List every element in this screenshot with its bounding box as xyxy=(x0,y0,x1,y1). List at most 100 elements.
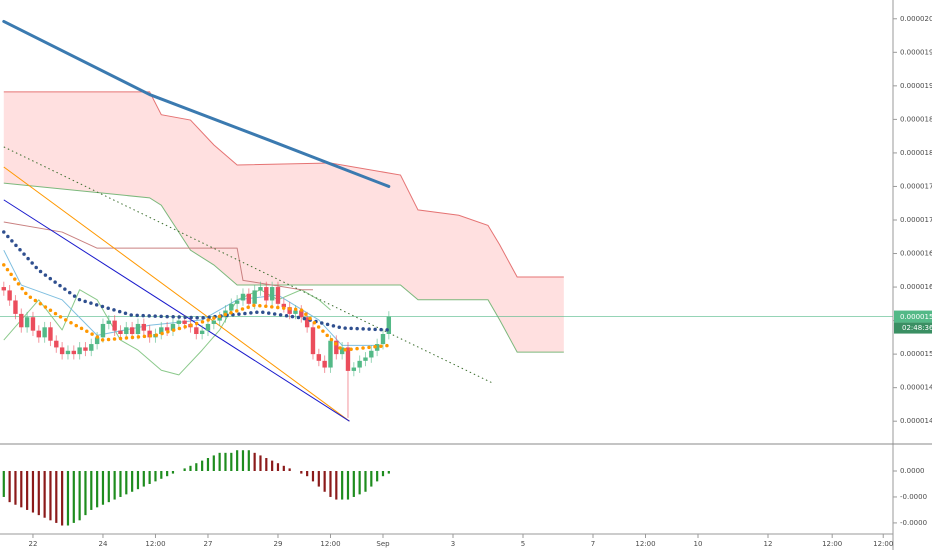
candle-body xyxy=(124,327,129,335)
candle-body xyxy=(147,330,152,338)
y-tick-label: 0.00001750 xyxy=(900,182,932,190)
candle-body xyxy=(42,327,47,338)
candle-body xyxy=(129,327,135,335)
y-tick-label: 0.00001400 xyxy=(900,417,932,425)
candle-body xyxy=(24,317,30,328)
overlay-line xyxy=(3,249,378,346)
candle-body xyxy=(135,323,141,335)
overlay-line xyxy=(2,263,391,352)
candle-body xyxy=(369,350,374,358)
candle-body xyxy=(1,287,6,291)
countdown-box xyxy=(894,322,932,334)
overlay-line xyxy=(3,221,313,291)
candle-body xyxy=(374,344,380,351)
candle-body xyxy=(36,330,41,338)
x-tick-label: 10 xyxy=(694,540,703,548)
candle-body xyxy=(205,323,211,331)
cloud-fill xyxy=(3,91,564,353)
candle-body xyxy=(7,290,12,301)
overlay-line xyxy=(3,289,331,376)
y-tick-label: 0.00001600 xyxy=(900,283,932,291)
x-tick-label: 29 xyxy=(274,540,283,548)
cloud-span-a xyxy=(3,91,564,278)
x-tick-label: 24 xyxy=(99,540,108,548)
y-tick-label: 0.00001650 xyxy=(900,250,932,258)
candle-body xyxy=(380,334,386,345)
candle-body xyxy=(194,327,199,335)
y-tick-label: 0.00001500 xyxy=(900,350,932,358)
candle-body xyxy=(71,350,76,355)
indicator-pane xyxy=(2,450,390,526)
candle-body xyxy=(287,307,292,314)
candle-body xyxy=(48,327,53,341)
x-tick-label: 22 xyxy=(28,540,37,548)
overlay-line xyxy=(3,146,493,384)
y-tick-label: 0.00001450 xyxy=(900,384,932,392)
candle-body xyxy=(94,337,100,345)
candle-body xyxy=(275,287,281,304)
candle-body xyxy=(65,350,71,355)
candle-body xyxy=(264,287,269,301)
y2-tick-label: -0.0000 xyxy=(900,493,927,501)
candle-body xyxy=(77,347,82,355)
y-tick-label: 0.00001850 xyxy=(900,115,932,123)
candle-body xyxy=(269,287,275,301)
overlay-line xyxy=(3,166,350,422)
candle-body xyxy=(316,354,322,361)
candle-body xyxy=(217,317,222,321)
candle-body xyxy=(59,347,65,355)
y-tick-label: 0.00001900 xyxy=(900,82,932,90)
y-tick-label: 0.00002000 xyxy=(900,15,932,23)
overlay-line xyxy=(3,199,350,422)
candle-body xyxy=(363,357,368,361)
x-tick-label: Sep xyxy=(376,540,390,548)
candle-body xyxy=(334,340,339,355)
x-tick-label: 12:00 xyxy=(873,540,893,548)
countdown-label: 02:48:36 xyxy=(902,324,932,332)
candle-body xyxy=(89,344,94,351)
candle-body xyxy=(258,287,263,291)
x-tick-label: 7 xyxy=(591,540,595,548)
candle-body xyxy=(293,310,298,314)
last-price-box xyxy=(894,310,932,323)
y-tick-label: 0.00001800 xyxy=(900,149,932,157)
candle-body xyxy=(229,303,234,311)
candle-body xyxy=(112,320,117,331)
overlay-line xyxy=(2,230,391,332)
x-tick-label: 12:00 xyxy=(635,540,655,548)
candle-body xyxy=(322,360,327,368)
candle-body xyxy=(351,367,357,371)
candle-body xyxy=(299,310,304,318)
candle-body xyxy=(118,330,123,335)
candle-body xyxy=(30,317,36,331)
candle-body xyxy=(170,323,176,331)
candle-body xyxy=(100,323,106,338)
candle-body xyxy=(240,293,246,301)
candle-body xyxy=(345,347,351,371)
x-tick-label: 12:00 xyxy=(145,540,165,548)
price-pane xyxy=(0,19,893,422)
candle-body xyxy=(252,290,257,304)
candle-body xyxy=(328,340,333,368)
candle-body xyxy=(83,347,88,351)
x-tick-label: 12:00 xyxy=(822,540,842,548)
candle-body xyxy=(159,327,164,335)
candle-body xyxy=(281,303,287,308)
x-tick-label: 3 xyxy=(451,540,455,548)
candle-body xyxy=(304,317,310,328)
last-price-label: 0.00001556 xyxy=(900,313,932,321)
candle-body xyxy=(176,320,182,324)
candle-body xyxy=(246,293,252,304)
y-tick-label: 0.00001950 xyxy=(900,48,932,56)
candle-body xyxy=(199,330,205,335)
candle-body xyxy=(19,313,24,328)
candle-body xyxy=(182,320,187,324)
candle-body xyxy=(339,347,345,355)
candle-body xyxy=(234,300,240,304)
overlay-line xyxy=(2,19,391,188)
x-tick-label: 5 xyxy=(521,540,525,548)
x-tick-label: 27 xyxy=(204,540,213,548)
candle-body xyxy=(211,320,217,324)
